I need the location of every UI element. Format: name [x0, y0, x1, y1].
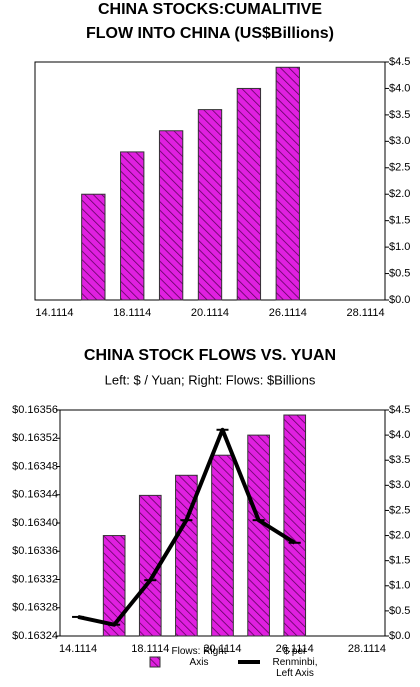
bar	[81, 193, 106, 301]
bar	[211, 454, 234, 637]
bar	[120, 151, 145, 301]
y-tick-label: $0.16332	[12, 573, 58, 585]
legend-label: $ per Renminbi, Left Axis	[272, 646, 318, 679]
x-tick-label: 14.1114	[35, 307, 73, 319]
legend-swatch	[149, 656, 161, 668]
chart-title: CHINA STOCK FLOWS VS. YUAN	[84, 347, 336, 364]
y-tick-label: $0.0	[389, 630, 410, 642]
x-tick-label: 18.1114	[113, 307, 151, 319]
x-tick-label: 26.1114	[269, 307, 307, 319]
x-tick-label: 28.1114	[346, 307, 384, 319]
y-tick-label: $1.0	[389, 580, 410, 592]
y-tick-label: $1.5	[389, 215, 410, 227]
y-tick-label: $0.16324	[12, 630, 58, 642]
bar	[175, 474, 198, 637]
y-tick-label: $0.16328	[12, 602, 58, 614]
y-tick-label: $4.5	[389, 404, 410, 416]
y-tick-label: $0.5	[389, 605, 410, 617]
y-tick-label: $2.5	[389, 162, 410, 174]
y-tick-label: $1.5	[389, 555, 410, 567]
x-tick-label: 14.1114	[59, 643, 97, 655]
x-tick-label: 28.1114	[348, 643, 386, 655]
chart-title: FLOW INTO CHINA (US$Billions)	[86, 25, 334, 42]
y-tick-label: $0.16336	[12, 545, 58, 557]
bar	[283, 414, 307, 637]
y-tick-label: $4.0	[389, 82, 410, 94]
x-tick-label: 18.1114	[131, 643, 169, 655]
chart-title: CHINA STOCKS:CUMALITIVE	[98, 1, 322, 18]
bar	[158, 130, 184, 301]
bar	[102, 535, 126, 637]
y-tick-label: $3.0	[389, 135, 410, 147]
legend-label: Flows: Right Axis	[171, 646, 227, 668]
y-tick-label: $0.5	[389, 267, 410, 279]
x-tick-label: 26.1114	[276, 643, 314, 655]
y-tick-label: $0.16352	[12, 432, 58, 444]
y-tick-label: $2.5	[389, 504, 410, 516]
bar	[247, 434, 270, 637]
y-tick-label: $2.0	[389, 188, 410, 200]
y-tick-label: $0.16344	[12, 489, 58, 501]
bar	[197, 109, 223, 301]
y-tick-label: $3.5	[389, 109, 410, 121]
y-tick-label: $0.16348	[12, 460, 58, 472]
y-tick-label: $4.0	[389, 429, 410, 441]
y-tick-label: $1.0	[389, 241, 410, 253]
y-tick-label: $0.16356	[12, 404, 58, 416]
y-tick-label: $2.0	[389, 529, 410, 541]
y-tick-label: $4.5	[389, 56, 410, 68]
chart-subtitle: Left: $ / Yuan; Right: Flows: $Billions	[105, 372, 316, 387]
y-tick-label: $3.0	[389, 479, 410, 491]
y-tick-label: $3.5	[389, 454, 410, 466]
bar	[275, 66, 300, 301]
bar	[236, 87, 262, 301]
y-tick-label: $0.16340	[12, 517, 58, 529]
x-tick-label: 20.1114	[191, 307, 229, 319]
y-tick-label: $0.0	[389, 294, 410, 306]
x-tick-label: 20.1114	[203, 643, 241, 655]
